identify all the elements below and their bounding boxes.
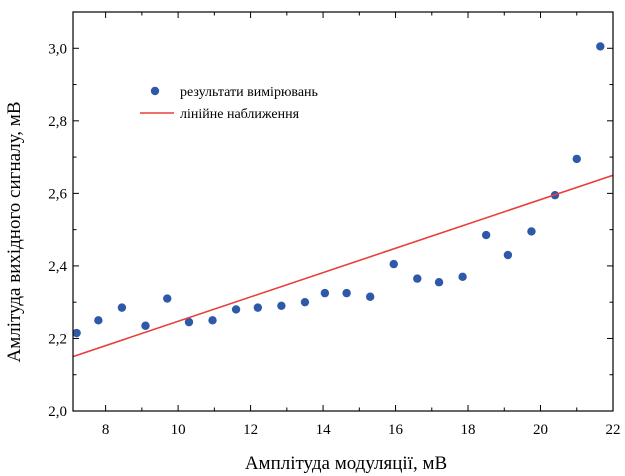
data-point — [231, 305, 241, 314]
x-tick-label: 18 — [461, 422, 476, 438]
data-point — [413, 274, 422, 283]
legend-label-points: результати вимірювань — [180, 85, 318, 100]
data-point — [117, 303, 127, 312]
data-point — [300, 297, 310, 307]
y-tick-label: 3,0 — [48, 41, 67, 57]
y-tick-label: 2,2 — [48, 331, 67, 347]
data-point — [184, 317, 194, 327]
data-point — [253, 303, 263, 312]
data-point — [342, 288, 351, 298]
data-point — [527, 227, 536, 236]
plot-area — [72, 42, 613, 358]
data-point — [320, 288, 330, 298]
data-point — [572, 154, 581, 164]
legend-label-line: лінійне наближення — [180, 107, 300, 122]
y-tick-label: 2,4 — [48, 259, 67, 275]
fit-line — [73, 174, 613, 358]
data-point — [458, 272, 467, 281]
data-point — [277, 301, 286, 311]
y-tick-label: 2,8 — [48, 114, 67, 130]
data-point — [208, 316, 217, 325]
x-tick-label: 10 — [171, 422, 186, 438]
y-axis-label: Амлітуда вихідного сигналу, мВ — [4, 102, 25, 363]
data-point — [72, 328, 81, 338]
data-point — [163, 294, 172, 303]
axes: 8 10 12 14 16 18 20 22 2,0 2,2 2,4 2,6 2,8 3,0 — [48, 11, 621, 438]
data-point — [503, 250, 513, 260]
x-tick-label: 12 — [243, 422, 258, 438]
x-tick-label: 14 — [316, 422, 332, 438]
y-tick-label: 2,0 — [48, 404, 67, 420]
y-tick-label: 2,6 — [48, 186, 67, 202]
x-tick-label: 22 — [606, 422, 621, 438]
data-point — [389, 259, 398, 269]
data-point — [481, 230, 491, 240]
data-point — [141, 321, 150, 330]
x-tick-label: 8 — [102, 422, 110, 438]
legend: результати вимірювань лінійне наближення — [140, 85, 318, 122]
data-point — [596, 42, 605, 51]
plot-frame — [72, 11, 614, 412]
x-tick-label: 16 — [388, 422, 404, 438]
legend-marker-points — [150, 86, 160, 96]
x-tick-label: 20 — [533, 422, 548, 438]
x-axis-label: Амплітуда модуляції, мВ — [245, 453, 447, 474]
data-point — [434, 278, 444, 287]
data-point — [94, 316, 103, 325]
data-point — [365, 292, 375, 301]
